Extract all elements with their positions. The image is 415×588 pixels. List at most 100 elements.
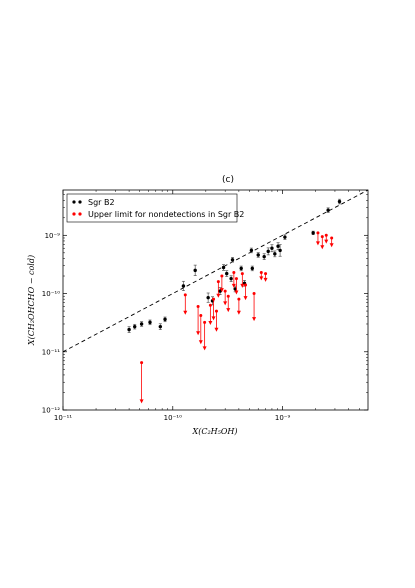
data-point-upper-limit <box>140 361 144 365</box>
data-point-sgr-b2 <box>337 199 342 204</box>
panel-label: (c) <box>222 175 234 185</box>
x-axis-label: X(C₂H₅OH) <box>192 427 238 436</box>
legend-marker-sgr-b2-2 <box>78 200 82 204</box>
data-point-sgr-b2 <box>278 248 282 253</box>
data-point-sgr-b2 <box>225 271 229 276</box>
data-point-upper-limit <box>212 297 216 301</box>
upper-limit-arrowhead <box>236 310 241 315</box>
upper-limits-layer <box>139 231 334 404</box>
reference-line <box>62 189 369 353</box>
upper-limit-arrowhead <box>202 346 207 351</box>
legend-label-sgr-b2: Sgr B2 <box>88 198 115 207</box>
legend-marker-upper-limit <box>72 212 76 216</box>
data-point-upper-limit <box>316 231 320 235</box>
data-point-upper-limit <box>240 272 244 276</box>
data-point-upper-limit <box>214 309 218 313</box>
upper-limit-arrowhead <box>315 241 320 246</box>
data-point-sgr-b2 <box>163 317 167 322</box>
legend-marker-sgr-b2 <box>72 200 76 204</box>
data-point-upper-limit <box>226 294 230 298</box>
upper-limit-arrowhead <box>329 243 334 248</box>
data-point-sgr-b2 <box>249 248 254 253</box>
upper-limit-arrowhead <box>324 239 329 244</box>
data-point-upper-limit <box>183 293 187 297</box>
upper-limit-arrowhead <box>183 310 188 315</box>
plot-frame <box>62 189 369 411</box>
upper-limit-arrowhead <box>263 277 268 282</box>
data-point-upper-limit <box>199 313 203 317</box>
upper-limit-arrowhead <box>223 301 228 306</box>
data-point-sgr-b2 <box>133 324 137 329</box>
data-point-sgr-b2 <box>127 327 131 332</box>
data-point-sgr-b2 <box>311 231 315 235</box>
data-point-upper-limit <box>324 233 328 237</box>
data-point-upper-limit <box>252 292 256 296</box>
upper-limit-arrowhead <box>240 283 245 288</box>
y-tick-label: 10⁻¹⁰ <box>42 290 60 298</box>
data-point-sgr-b2 <box>230 258 235 262</box>
data-point-sgr-b2 <box>276 244 280 248</box>
upper-limit-arrowhead <box>219 288 224 293</box>
data-point-sgr-b2 <box>139 322 144 326</box>
data-point-upper-limit <box>220 274 224 278</box>
reference-line-layer <box>62 189 369 353</box>
data-point-sgr-b2 <box>250 266 255 271</box>
detections-layer <box>127 198 342 333</box>
data-point-sgr-b2 <box>148 320 152 325</box>
data-point-sgr-b2 <box>266 249 270 254</box>
data-point-upper-limit <box>208 303 212 307</box>
data-point-upper-limit <box>196 304 200 308</box>
upper-limit-arrowhead <box>231 283 236 288</box>
data-point-sgr-b2 <box>262 254 266 259</box>
upper-limit-arrowhead <box>252 317 257 322</box>
y-tick-label: 10⁻⁹ <box>45 232 61 240</box>
data-point-upper-limit <box>259 270 263 274</box>
upper-limit-arrowhead <box>259 276 264 281</box>
data-point-sgr-b2 <box>229 276 233 281</box>
data-point-upper-limit <box>320 235 324 239</box>
upper-limit-arrowhead <box>226 308 231 313</box>
data-point-upper-limit <box>244 283 248 287</box>
upper-limit-arrowhead <box>320 245 325 250</box>
x-tick-label: 10⁻¹¹ <box>54 414 72 422</box>
upper-limit-arrowhead <box>214 327 219 332</box>
y-axis-label: X(CH₂OHCHO − cold) <box>27 255 36 346</box>
data-point-sgr-b2 <box>206 295 210 300</box>
upper-limit-arrowhead <box>216 293 221 298</box>
legend-marker-upper-limit-2 <box>78 212 82 216</box>
data-point-upper-limit <box>216 280 220 284</box>
upper-limit-arrowhead <box>139 399 144 404</box>
y-tick-label: 10⁻¹¹ <box>42 348 60 356</box>
data-point-upper-limit <box>237 297 241 301</box>
legend-box <box>66 193 238 223</box>
data-point-sgr-b2 <box>221 265 226 270</box>
data-point-upper-limit <box>264 272 268 276</box>
x-tick-label: 10⁻⁹ <box>275 414 291 422</box>
data-point-sgr-b2 <box>158 324 163 329</box>
data-point-upper-limit <box>330 236 334 240</box>
upper-limit-arrowhead <box>208 320 213 325</box>
data-point-sgr-b2 <box>181 284 186 288</box>
legend-label-upper-limit: Upper limit for nondetections in Sgr B2 <box>88 210 244 219</box>
upper-limit-arrowhead <box>211 316 216 321</box>
legend: Sgr B2 Upper limit for nondetections in … <box>66 193 244 223</box>
x-tick-label: 10⁻¹⁰ <box>164 414 182 422</box>
data-point-sgr-b2 <box>283 235 287 239</box>
upper-limit-arrowhead <box>198 340 203 345</box>
upper-limit-arrowhead <box>196 331 201 336</box>
data-point-upper-limit <box>234 277 238 281</box>
data-point-sgr-b2 <box>273 252 277 256</box>
data-point-upper-limit <box>223 289 227 293</box>
data-point-sgr-b2 <box>270 246 274 250</box>
data-point-upper-limit <box>203 320 207 324</box>
upper-limit-arrowhead <box>243 296 248 301</box>
data-point-upper-limit <box>232 270 236 274</box>
y-tick-label: 10⁻¹² <box>42 407 60 415</box>
data-point-sgr-b2 <box>326 208 330 212</box>
upper-limit-arrowhead <box>234 290 239 295</box>
data-point-sgr-b2 <box>256 253 260 257</box>
data-point-sgr-b2 <box>239 266 243 271</box>
